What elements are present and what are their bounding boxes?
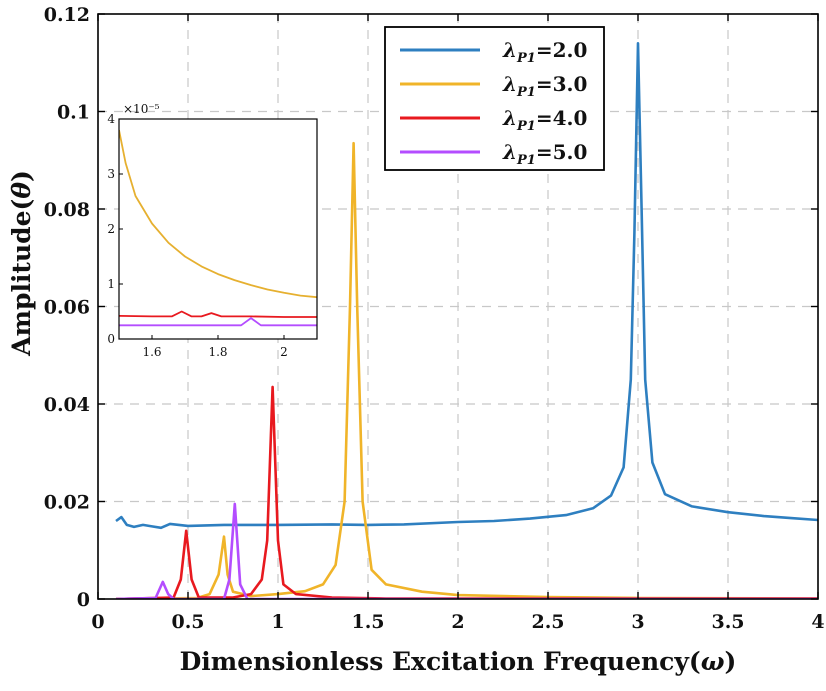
inset-y-tick-label: 1 — [107, 277, 115, 291]
inset-y-tick-label: 0 — [107, 332, 115, 346]
x-tick-label: 2.5 — [531, 611, 564, 633]
inset-multiplier-label: ×10⁻⁵ — [123, 102, 160, 116]
inset-series-line-p1-3-0 — [119, 129, 317, 299]
y-tick-label: 0.12 — [44, 4, 90, 26]
inset-series-line-p1-5-0 — [119, 317, 317, 327]
legend-label-p1-3-0: λP1=3.0 — [502, 72, 587, 100]
series-line-p1-2-0 — [115, 42, 818, 530]
inset-y-tick-label: 2 — [107, 222, 115, 236]
y-tick-label: 0.06 — [44, 297, 90, 319]
legend-label-p1-2-0: λP1=2.0 — [502, 38, 587, 66]
inset-background — [119, 119, 317, 339]
inset-x-tick-label: 2 — [280, 345, 288, 359]
y-tick-label: 0.04 — [44, 394, 90, 416]
legend-label-p1-4-0: λP1=4.0 — [502, 106, 587, 134]
x-tick-label: 1 — [271, 611, 284, 633]
y-tick-label: 0 — [77, 589, 90, 611]
legend-label-p1-5-0: λP1=5.0 — [502, 140, 587, 168]
series-line-p1-4-0 — [115, 385, 818, 599]
y-axis-title: Amplitude(θ) — [7, 170, 36, 357]
series-line-p1-5-0 — [115, 502, 818, 599]
inset-y-tick-label: 3 — [107, 167, 115, 181]
y-tick-label: 0.02 — [44, 492, 90, 514]
x-tick-label: 0.5 — [171, 611, 204, 633]
inset-y-tick-label: 4 — [107, 112, 115, 126]
x-tick-label: 3.5 — [711, 611, 744, 633]
series-line-p1-3-0 — [115, 141, 818, 599]
y-tick-label: 0.1 — [57, 102, 90, 124]
inset-plot-area — [119, 129, 317, 327]
x-tick-label: 0 — [91, 611, 104, 633]
inset-x-tick-label: 1.8 — [208, 345, 227, 359]
x-tick-label: 4 — [811, 611, 824, 633]
x-tick-label: 3 — [631, 611, 644, 633]
y-tick-label: 0.08 — [44, 199, 90, 221]
axes: 0 0.5 1 1.5 2 2.5 3 3.5 4 0 0.02 0.04 0.06 0.08 0.1 0.1… — [44, 4, 825, 633]
x-axis-title: Dimensionless Excitation Frequency(ω) — [180, 647, 737, 676]
x-tick-label: 2 — [451, 611, 464, 633]
inset-series-line-p1-4-0 — [119, 310, 317, 318]
inset-chart: 1.6 1.8 2 0 1 2 3 4 ×10⁻⁵ — [107, 102, 318, 359]
plot-area — [115, 42, 818, 599]
legend: λP1=2.0 λP1=3.0 λP1=4.0 λP1=5.0 — [384, 26, 605, 171]
x-tick-label: 1.5 — [351, 611, 384, 633]
inset-x-tick-label: 1.6 — [142, 345, 161, 359]
